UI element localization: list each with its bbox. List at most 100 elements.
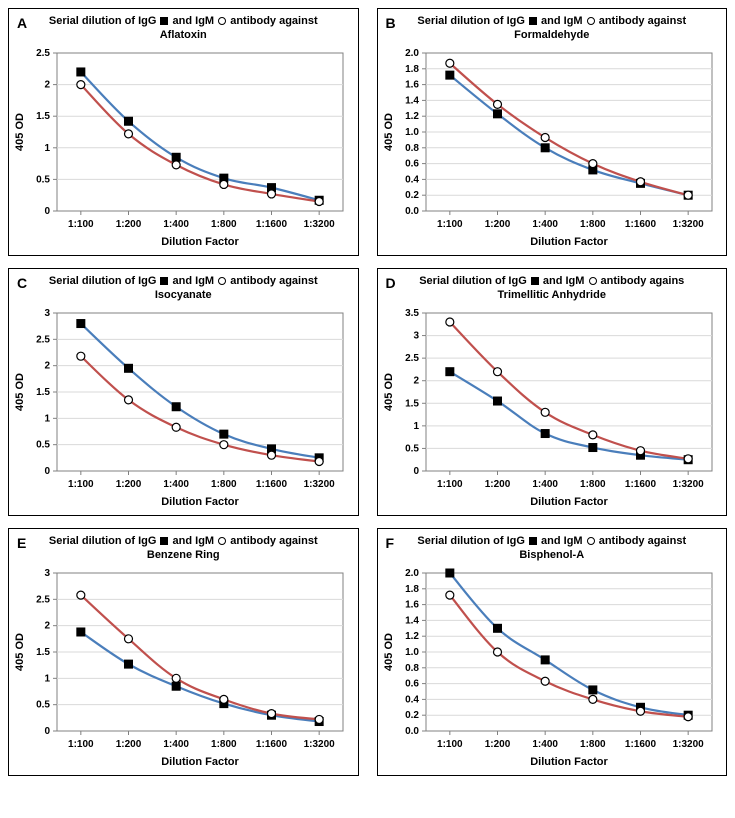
svg-text:1:1600: 1:1600 xyxy=(624,479,656,490)
svg-text:1:400: 1:400 xyxy=(532,219,558,230)
svg-text:405 OD: 405 OD xyxy=(14,373,26,411)
svg-text:1.6: 1.6 xyxy=(405,600,419,611)
svg-text:405 OD: 405 OD xyxy=(14,113,26,151)
plot-area: 0.00.20.40.60.81.01.21.41.61.82.01:1001:… xyxy=(378,47,727,255)
svg-text:0.5: 0.5 xyxy=(36,700,50,711)
svg-text:0: 0 xyxy=(44,726,50,737)
svg-text:2.5: 2.5 xyxy=(405,353,419,364)
svg-text:405 OD: 405 OD xyxy=(383,633,395,671)
svg-text:1.5: 1.5 xyxy=(36,647,50,658)
svg-text:0: 0 xyxy=(44,466,50,477)
svg-text:Dilution Factor: Dilution Factor xyxy=(161,496,239,508)
svg-text:1.2: 1.2 xyxy=(405,631,419,642)
svg-text:Dilution Factor: Dilution Factor xyxy=(530,496,608,508)
svg-text:1:100: 1:100 xyxy=(437,479,463,490)
svg-text:1:3200: 1:3200 xyxy=(304,479,336,490)
svg-text:0.4: 0.4 xyxy=(405,694,419,705)
plot-area: 0.00.20.40.60.81.01.21.41.61.82.01:1001:… xyxy=(378,567,727,775)
svg-text:1:400: 1:400 xyxy=(532,479,558,490)
svg-text:0.0: 0.0 xyxy=(405,206,419,217)
svg-text:2.5: 2.5 xyxy=(36,334,50,345)
panel-letter: A xyxy=(17,15,27,31)
svg-text:1:3200: 1:3200 xyxy=(672,479,704,490)
circle-marker-icon xyxy=(589,277,597,285)
panel-letter: E xyxy=(17,535,26,551)
svg-text:1.0: 1.0 xyxy=(405,647,419,658)
svg-text:0.6: 0.6 xyxy=(405,159,419,170)
svg-text:0.2: 0.2 xyxy=(405,190,419,201)
panel-title: Serial dilution of IgG and IgM antibody … xyxy=(9,269,358,303)
plot-area: 00.511.522.531:1001:2001:4001:8001:16001… xyxy=(9,567,358,775)
svg-text:1.5: 1.5 xyxy=(36,387,50,398)
plot-area: 00.511.522.531:1001:2001:4001:8001:16001… xyxy=(9,307,358,515)
square-marker-icon xyxy=(160,17,168,25)
svg-text:1.5: 1.5 xyxy=(405,398,419,409)
panel-title: Serial dilution of IgG and IgM antibody … xyxy=(9,9,358,43)
svg-text:1.2: 1.2 xyxy=(405,111,419,122)
chart-panel-E: ESerial dilution of IgG and IgM antibody… xyxy=(8,528,359,776)
panel-title: Serial dilution of IgG and IgM antibody … xyxy=(378,9,727,43)
svg-text:1:3200: 1:3200 xyxy=(304,739,336,750)
plot-area: 00.511.522.51:1001:2001:4001:8001:16001:… xyxy=(9,47,358,255)
svg-text:Dilution Factor: Dilution Factor xyxy=(161,236,239,248)
panel-letter: D xyxy=(386,275,396,291)
svg-text:Dilution Factor: Dilution Factor xyxy=(530,756,608,768)
svg-text:1:1600: 1:1600 xyxy=(256,219,288,230)
svg-text:0.5: 0.5 xyxy=(36,440,50,451)
svg-text:1.4: 1.4 xyxy=(405,615,419,626)
chart-panel-A: ASerial dilution of IgG and IgM antibody… xyxy=(8,8,359,256)
chart-panel-D: DSerial dilution of IgG and IgM antibody… xyxy=(377,268,728,516)
svg-text:0.8: 0.8 xyxy=(405,143,419,154)
svg-text:1:1600: 1:1600 xyxy=(624,219,656,230)
panel-letter: B xyxy=(386,15,396,31)
svg-text:1.0: 1.0 xyxy=(405,127,419,138)
svg-text:2: 2 xyxy=(413,376,419,387)
svg-text:405 OD: 405 OD xyxy=(383,373,395,411)
plot-area: 00.511.522.533.51:1001:2001:4001:8001:16… xyxy=(378,307,727,515)
svg-text:1:100: 1:100 xyxy=(437,739,463,750)
svg-text:1:200: 1:200 xyxy=(484,219,510,230)
svg-text:1:1600: 1:1600 xyxy=(256,479,288,490)
chart-panel-F: FSerial dilution of IgG and IgM antibody… xyxy=(377,528,728,776)
svg-text:0.8: 0.8 xyxy=(405,663,419,674)
svg-text:1:100: 1:100 xyxy=(68,479,94,490)
svg-text:0: 0 xyxy=(44,206,50,217)
circle-marker-icon xyxy=(587,17,595,25)
svg-text:1:800: 1:800 xyxy=(580,739,606,750)
svg-text:0: 0 xyxy=(413,466,419,477)
svg-text:405 OD: 405 OD xyxy=(14,633,26,671)
svg-text:2.5: 2.5 xyxy=(36,594,50,605)
svg-text:1.8: 1.8 xyxy=(405,64,419,75)
panel-letter: F xyxy=(386,535,395,551)
svg-text:1: 1 xyxy=(413,421,419,432)
svg-text:0.2: 0.2 xyxy=(405,710,419,721)
svg-text:1:3200: 1:3200 xyxy=(672,739,704,750)
svg-text:1:1600: 1:1600 xyxy=(624,739,656,750)
svg-text:1:800: 1:800 xyxy=(580,219,606,230)
svg-text:1:1600: 1:1600 xyxy=(256,739,288,750)
svg-text:1:3200: 1:3200 xyxy=(672,219,704,230)
svg-text:1.5: 1.5 xyxy=(36,111,50,122)
svg-text:1:100: 1:100 xyxy=(437,219,463,230)
svg-text:0.0: 0.0 xyxy=(405,726,419,737)
svg-text:2.5: 2.5 xyxy=(36,48,50,59)
svg-text:1:400: 1:400 xyxy=(532,739,558,750)
svg-text:2.0: 2.0 xyxy=(405,48,419,59)
panel-title: Serial dilution of IgG and IgM antibody … xyxy=(378,269,727,303)
svg-text:0.4: 0.4 xyxy=(405,174,419,185)
svg-text:1:800: 1:800 xyxy=(580,479,606,490)
svg-text:1:400: 1:400 xyxy=(163,479,189,490)
svg-text:1:400: 1:400 xyxy=(163,219,189,230)
chart-grid: ASerial dilution of IgG and IgM antibody… xyxy=(8,8,727,776)
svg-text:3: 3 xyxy=(44,568,50,579)
chart-panel-C: CSerial dilution of IgG and IgM antibody… xyxy=(8,268,359,516)
svg-text:1.6: 1.6 xyxy=(405,80,419,91)
svg-text:1:800: 1:800 xyxy=(211,739,237,750)
panel-title: Serial dilution of IgG and IgM antibody … xyxy=(378,529,727,563)
svg-text:0.6: 0.6 xyxy=(405,679,419,690)
svg-text:1: 1 xyxy=(44,143,50,154)
svg-text:1:200: 1:200 xyxy=(116,479,142,490)
svg-text:3: 3 xyxy=(413,331,419,342)
svg-text:1: 1 xyxy=(44,413,50,424)
svg-text:3: 3 xyxy=(44,308,50,319)
